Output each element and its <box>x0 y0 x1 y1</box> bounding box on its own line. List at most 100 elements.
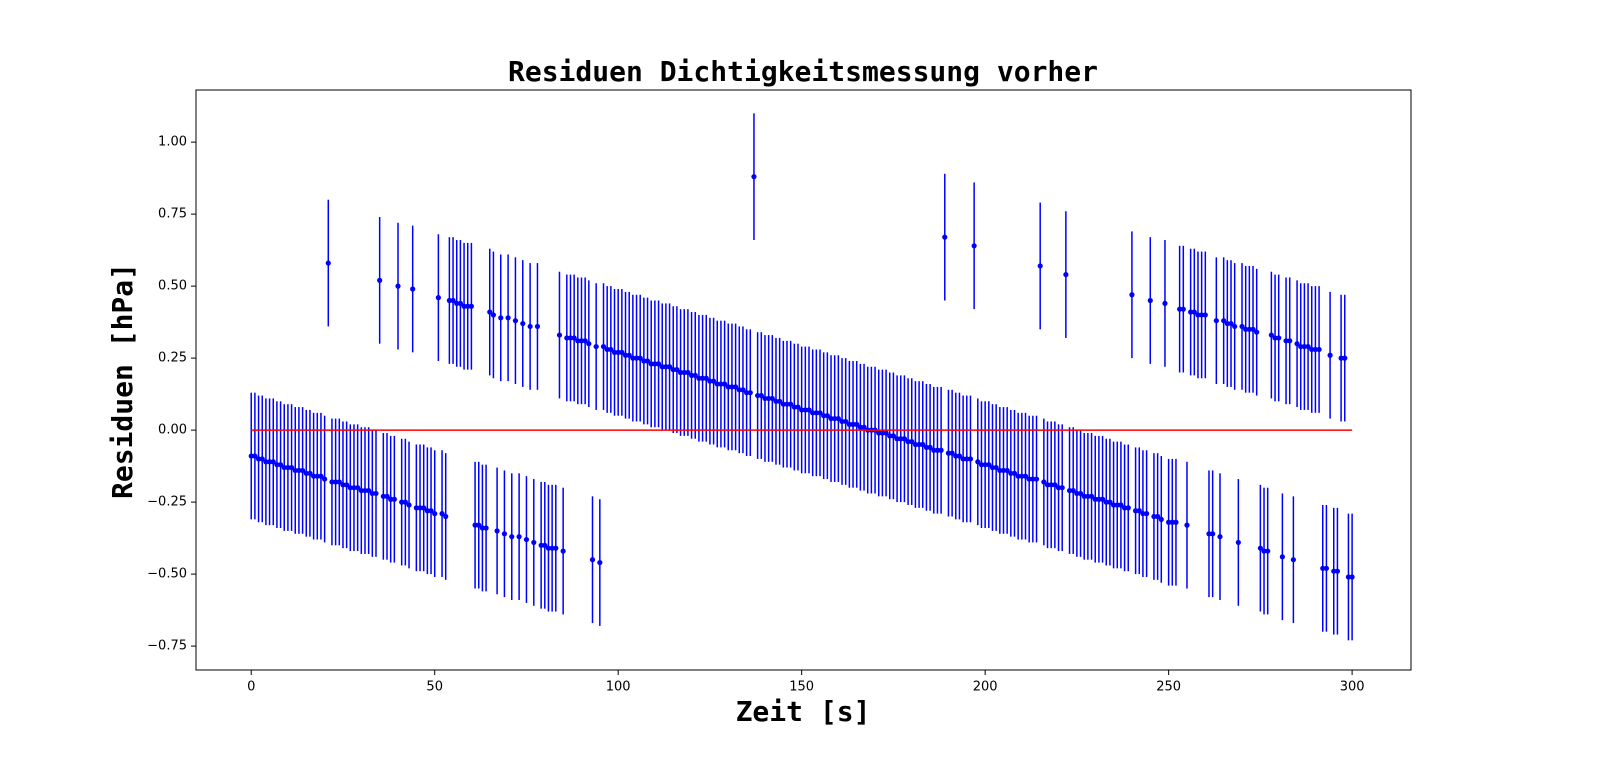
data-point <box>1224 320 1230 327</box>
data-point <box>593 343 599 350</box>
y-axis-label: Residuen [hPa] <box>106 263 139 499</box>
data-point <box>1345 574 1352 580</box>
data-point <box>795 404 801 410</box>
data-point <box>575 338 581 344</box>
data-point <box>597 559 603 566</box>
data-point <box>1011 470 1018 476</box>
data-point <box>274 462 280 468</box>
data-point <box>887 433 893 439</box>
chart-title: Residuen Dichtigkeitsmessung vorher <box>508 55 1098 88</box>
data-point <box>1166 519 1172 525</box>
data-point <box>402 499 408 505</box>
x-tick-label: 0 <box>247 680 255 695</box>
data-point <box>527 323 533 330</box>
data-point <box>358 487 364 494</box>
data-point <box>1162 300 1168 306</box>
data-point <box>821 413 827 419</box>
data-point <box>744 390 750 396</box>
y-tick-label: 0.50 <box>158 279 187 294</box>
data-point <box>1063 271 1069 278</box>
data-point <box>685 369 691 376</box>
data-point <box>542 542 548 548</box>
data-point <box>1048 482 1054 488</box>
data-point <box>457 300 463 306</box>
data-point <box>1081 493 1087 499</box>
data-point <box>846 421 852 427</box>
data-point <box>421 505 427 511</box>
data-point <box>637 355 643 361</box>
data-point <box>307 470 313 476</box>
data-point <box>509 534 515 540</box>
data-point <box>1301 343 1307 350</box>
data-point <box>600 343 607 350</box>
data-point <box>1276 335 1282 341</box>
data-point <box>1213 318 1219 324</box>
data-point <box>655 361 662 367</box>
y-tick-label: 0.25 <box>158 351 187 366</box>
y-tick-label: 0.00 <box>158 423 187 438</box>
data-point <box>813 410 819 416</box>
data-point <box>1221 318 1227 324</box>
data-point <box>1070 487 1076 494</box>
data-point <box>604 346 610 353</box>
data-point <box>641 358 647 364</box>
data-point <box>1199 312 1205 318</box>
data-point <box>340 482 346 488</box>
data-point <box>681 369 687 376</box>
data-point <box>670 367 676 373</box>
data-point <box>751 174 757 180</box>
data-point <box>347 485 353 491</box>
data-point <box>1202 312 1208 318</box>
data-point <box>960 456 966 462</box>
data-point <box>1232 323 1238 330</box>
data-point <box>1184 522 1190 528</box>
data-point <box>285 464 291 471</box>
data-point <box>1327 352 1333 358</box>
data-point <box>362 487 368 494</box>
data-point <box>300 467 306 474</box>
data-point <box>1114 502 1120 508</box>
data-point <box>894 436 900 442</box>
data-point <box>395 283 401 289</box>
data-point <box>1309 346 1315 353</box>
data-point <box>956 453 963 459</box>
data-point <box>843 418 849 425</box>
data-point <box>633 355 640 361</box>
data-point <box>450 297 456 304</box>
data-point <box>318 473 324 479</box>
data-point <box>1088 493 1095 499</box>
data-point <box>791 404 797 410</box>
data-point <box>248 453 254 459</box>
data-point <box>703 375 709 381</box>
data-point <box>905 439 911 445</box>
data-point <box>366 487 372 494</box>
data-point <box>388 496 394 502</box>
data-point <box>1173 519 1179 525</box>
data-point <box>314 473 320 479</box>
data-point <box>1129 292 1135 298</box>
data-point <box>1298 343 1304 350</box>
data-point <box>644 358 651 364</box>
data-point <box>788 401 794 407</box>
data-point <box>916 441 922 448</box>
data-point <box>659 364 665 370</box>
data-point <box>259 456 265 462</box>
data-point <box>266 459 273 465</box>
data-point <box>586 341 592 347</box>
data-point <box>1055 485 1062 491</box>
data-point <box>516 534 522 540</box>
data-point <box>1316 346 1322 353</box>
data-point <box>483 525 489 531</box>
data-point <box>288 464 295 471</box>
data-point <box>373 490 379 497</box>
data-point <box>1044 482 1051 488</box>
data-point <box>725 384 731 390</box>
data-point <box>747 390 753 396</box>
data-point <box>1099 496 1106 502</box>
data-point <box>351 485 357 491</box>
data-point <box>945 450 952 456</box>
data-point <box>1132 508 1139 514</box>
data-point <box>733 384 739 390</box>
data-point <box>986 462 992 468</box>
